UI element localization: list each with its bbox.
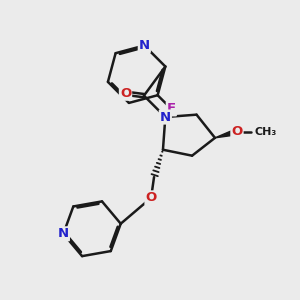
Text: N: N	[58, 227, 69, 240]
Text: N: N	[160, 110, 171, 124]
Text: O: O	[120, 87, 131, 100]
Text: F: F	[167, 102, 176, 116]
Polygon shape	[215, 129, 237, 138]
Text: CH₃: CH₃	[254, 127, 277, 137]
Text: O: O	[231, 125, 243, 138]
Text: O: O	[146, 191, 157, 204]
Text: N: N	[139, 39, 150, 52]
